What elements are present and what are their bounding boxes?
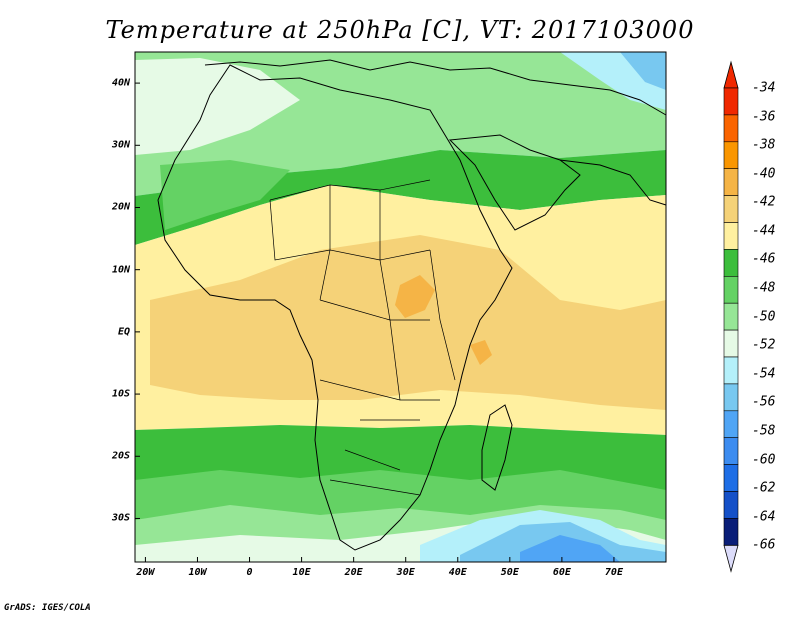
asia-coastline: [559, 159, 667, 206]
legend-box: [723, 491, 739, 519]
legend-label: -40: [752, 166, 776, 182]
legend-label: -60: [752, 452, 776, 468]
legend-over-arrow: [723, 60, 739, 89]
legend-label: -48: [752, 280, 776, 296]
legend-box: [723, 302, 739, 331]
lat-tick-label: 20N: [111, 201, 130, 213]
map-frame: [134, 51, 667, 563]
tick-marks: [135, 82, 615, 562]
lon-tick-label: 0: [246, 567, 253, 578]
legend-box: [723, 356, 739, 385]
internal-borders: [269, 179, 456, 496]
lat-tick-label: EQ: [117, 326, 130, 338]
lon-tick-label: 40E: [448, 567, 467, 578]
lat-tick-label: 10N: [111, 264, 130, 276]
legend-box: [723, 464, 739, 492]
band-north-green: [135, 150, 666, 245]
band-mid-green-west: [160, 160, 290, 230]
band-tropical-orange: [150, 235, 666, 410]
legend-label: -54: [752, 366, 776, 382]
legend-label: -42: [752, 194, 776, 210]
band-south-deep-blue: [520, 535, 620, 562]
legend-box: [723, 168, 739, 196]
chart-title: Temperature at 250hPa [C], VT: 201710300…: [105, 16, 695, 44]
legend-label: -44: [752, 223, 776, 239]
legend-label: -56: [752, 394, 776, 410]
band-tropical-hot: [395, 275, 492, 365]
lon-tick-label: 50E: [500, 567, 519, 578]
legend-under-arrow: [723, 544, 739, 573]
legend-label: -52: [752, 337, 776, 353]
lat-tick-label: 20S: [111, 450, 130, 462]
africa-coastline: [157, 64, 513, 551]
legend-box: [723, 87, 739, 116]
lon-tick-label: 20E: [344, 567, 363, 578]
lat-tick-label: 30N: [111, 139, 130, 151]
legend-box: [723, 518, 739, 546]
grads-credit: GrADS: IGES/COLA: [4, 603, 91, 613]
legend-label: -64: [752, 509, 776, 525]
legend-box: [723, 195, 739, 223]
madagascar-coastline: [481, 404, 513, 491]
lat-tick-label: 30S: [111, 512, 130, 524]
lon-tick-label: 10E: [292, 567, 311, 578]
legend-label: -38: [752, 137, 776, 153]
legend-box: [723, 114, 739, 143]
lon-tick-label: 60E: [552, 567, 571, 578]
legend-label: -36: [752, 109, 776, 125]
lon-tick-label: 10W: [188, 567, 207, 578]
band-north-pale: [135, 58, 300, 155]
lon-tick-label: 30E: [396, 567, 415, 578]
band-north-blue: [620, 52, 666, 90]
legend-label: -46: [752, 251, 776, 267]
legend-label: -34: [752, 80, 776, 96]
lat-tick-label: 10S: [111, 388, 130, 400]
legend-box: [723, 437, 739, 465]
legend-label: -58: [752, 423, 776, 439]
coastlines: [157, 59, 667, 551]
legend-label: -66: [752, 537, 776, 553]
europe-coastline: [204, 59, 667, 116]
legend-label: -50: [752, 309, 776, 325]
legend-box: [723, 410, 739, 438]
arabia-coastline: [448, 134, 581, 231]
legend-box: [723, 249, 739, 277]
legend-box: [723, 329, 739, 358]
lon-tick-label: 20W: [136, 567, 155, 578]
legend-box: [723, 141, 739, 170]
lat-tick-label: 40N: [111, 77, 130, 89]
legend-box: [723, 275, 739, 304]
legend-label: -62: [752, 480, 776, 496]
legend-box: [723, 222, 739, 250]
lon-tick-label: 70E: [604, 567, 623, 578]
legend-box: [723, 383, 739, 412]
